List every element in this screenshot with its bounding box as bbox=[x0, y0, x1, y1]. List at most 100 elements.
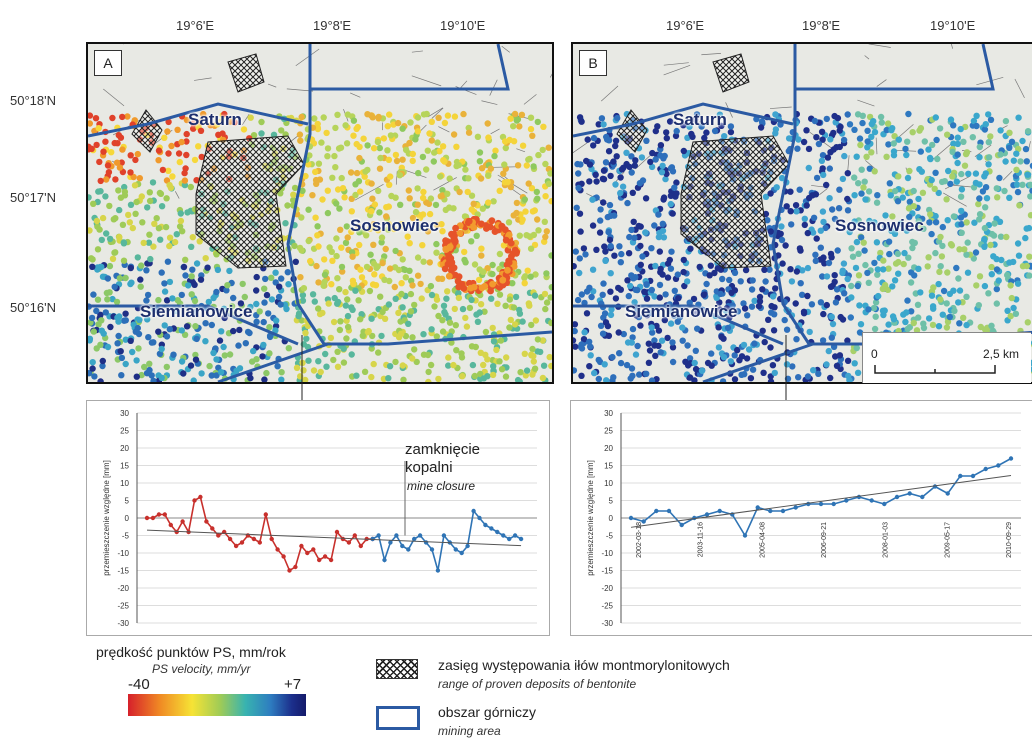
ps-point bbox=[949, 173, 956, 180]
ps-point bbox=[368, 112, 375, 119]
ps-point bbox=[1010, 258, 1017, 266]
ps-point bbox=[353, 372, 360, 379]
ps-point bbox=[230, 294, 237, 302]
ps-point bbox=[701, 134, 708, 142]
ps-point bbox=[1004, 271, 1011, 279]
ps-point bbox=[779, 260, 786, 267]
ps-point bbox=[441, 119, 449, 127]
ps-point bbox=[409, 334, 416, 341]
ps-point bbox=[398, 280, 405, 287]
ps-point bbox=[950, 213, 958, 220]
ps-point bbox=[599, 330, 607, 337]
ps-point bbox=[354, 123, 361, 131]
data-point bbox=[465, 543, 470, 549]
ps-point bbox=[837, 313, 844, 321]
data-point bbox=[654, 508, 659, 514]
ps-point bbox=[878, 119, 885, 126]
ps-point bbox=[97, 177, 104, 185]
ps-point bbox=[117, 134, 125, 141]
data-point bbox=[376, 533, 381, 538]
ps-point bbox=[159, 166, 167, 174]
ps-point bbox=[854, 369, 862, 376]
ps-point bbox=[545, 144, 552, 151]
ps-point bbox=[1017, 158, 1024, 165]
data-point bbox=[305, 550, 310, 556]
data-point bbox=[180, 519, 185, 524]
ps-point bbox=[797, 280, 804, 287]
ps-point bbox=[431, 303, 438, 310]
ps-point bbox=[383, 213, 390, 220]
ps-point bbox=[599, 175, 607, 182]
ps-point bbox=[726, 276, 733, 284]
ps-point bbox=[666, 118, 674, 125]
ps-point bbox=[174, 297, 181, 304]
ps-point bbox=[188, 273, 195, 280]
ps-point bbox=[976, 154, 983, 161]
ps-point bbox=[950, 122, 957, 129]
ps-point bbox=[213, 356, 220, 363]
ps-point bbox=[894, 198, 902, 205]
ps-point bbox=[787, 188, 794, 195]
ps-point bbox=[1019, 137, 1026, 145]
ps-point bbox=[104, 162, 112, 169]
ps-point bbox=[329, 257, 336, 264]
ps-point bbox=[350, 117, 358, 124]
ps-point bbox=[277, 301, 284, 308]
ps-point bbox=[506, 324, 513, 331]
ps-point bbox=[855, 272, 863, 279]
ps-point bbox=[865, 188, 873, 195]
ps-point bbox=[759, 286, 766, 293]
data-point bbox=[275, 547, 280, 552]
ps-point bbox=[455, 289, 462, 297]
ps-point bbox=[548, 284, 552, 291]
ps-point bbox=[426, 259, 433, 266]
ps-point bbox=[456, 229, 464, 237]
ps-point bbox=[634, 286, 641, 294]
ps-point bbox=[886, 180, 893, 187]
ps-point bbox=[360, 135, 367, 142]
ps-point bbox=[604, 213, 611, 221]
ps-point bbox=[391, 283, 398, 291]
ps-point bbox=[315, 160, 323, 167]
ps-point bbox=[502, 302, 509, 309]
ps-point bbox=[667, 307, 674, 315]
ps-point bbox=[771, 369, 778, 377]
ps-point bbox=[806, 328, 813, 336]
ps-point bbox=[394, 119, 402, 127]
ps-point bbox=[825, 347, 832, 355]
ps-point bbox=[414, 201, 421, 208]
ps-point bbox=[616, 350, 623, 357]
ps-point bbox=[851, 192, 858, 199]
ps-point bbox=[518, 111, 526, 119]
ps-point bbox=[181, 169, 188, 177]
ps-point bbox=[600, 167, 608, 174]
ps-point bbox=[338, 244, 345, 251]
ps-point bbox=[528, 321, 535, 329]
ps-point bbox=[298, 247, 305, 254]
ps-point bbox=[489, 280, 496, 288]
data-point bbox=[340, 536, 346, 542]
y-tick-label: 15 bbox=[604, 462, 613, 471]
ps-point bbox=[744, 312, 751, 319]
ps-point bbox=[669, 344, 677, 351]
y-tick-label: 5 bbox=[609, 497, 614, 506]
ps-point bbox=[995, 277, 1002, 284]
ps-point bbox=[424, 147, 431, 154]
data-point bbox=[920, 494, 925, 500]
ps-point bbox=[860, 184, 867, 191]
ps-point bbox=[595, 375, 602, 382]
ps-point bbox=[684, 342, 691, 349]
ps-point bbox=[805, 164, 812, 172]
ps-point bbox=[820, 218, 827, 226]
ps-point bbox=[871, 168, 878, 175]
ps-point bbox=[660, 234, 668, 241]
ps-point bbox=[890, 152, 898, 159]
ps-point bbox=[442, 246, 450, 254]
y-tick-label: -25 bbox=[601, 602, 613, 611]
ps-point bbox=[438, 221, 445, 228]
ps-point bbox=[953, 264, 960, 272]
ps-point bbox=[92, 115, 100, 122]
ps-point bbox=[883, 153, 890, 160]
ps-point bbox=[158, 269, 165, 276]
ps-point bbox=[654, 123, 661, 130]
